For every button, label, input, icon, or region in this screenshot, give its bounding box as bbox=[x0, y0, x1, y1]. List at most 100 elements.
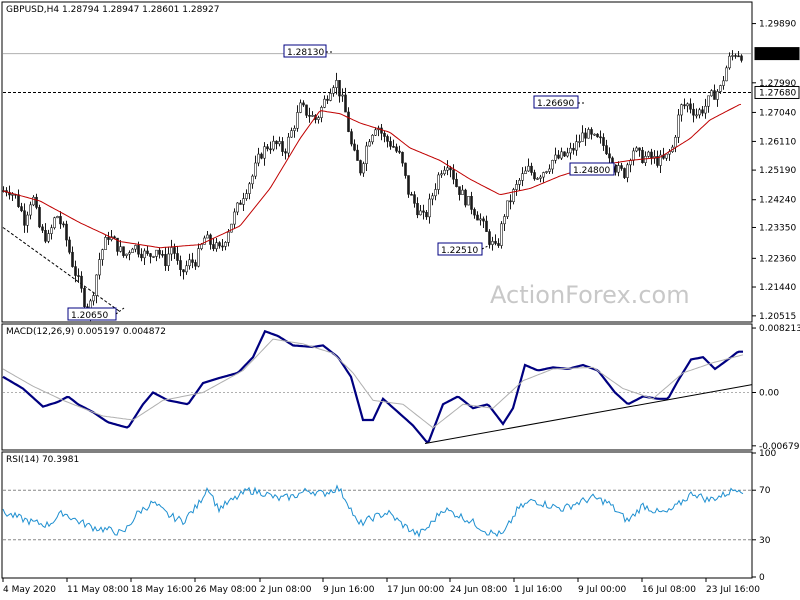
candle-body bbox=[650, 151, 653, 159]
candle-body bbox=[473, 209, 476, 216]
candle-body bbox=[350, 131, 353, 145]
candle-body bbox=[596, 133, 599, 138]
candle-body bbox=[170, 247, 173, 255]
candle-body bbox=[716, 91, 719, 100]
candle-body bbox=[509, 200, 512, 203]
price-y-tick-label: 1.23350 bbox=[759, 223, 796, 233]
macd-series-macd-line bbox=[2, 329, 743, 444]
candle-body bbox=[458, 186, 461, 195]
candle-body bbox=[296, 112, 299, 129]
candle-body bbox=[488, 231, 491, 245]
candle-body bbox=[212, 244, 215, 250]
candle-body bbox=[656, 156, 659, 166]
candle-body bbox=[623, 168, 626, 178]
candle-body bbox=[125, 253, 128, 256]
candle-body bbox=[563, 151, 566, 157]
candle-body bbox=[587, 129, 590, 139]
candle-body bbox=[329, 93, 332, 101]
candle-body bbox=[524, 170, 527, 174]
candle-body bbox=[263, 146, 266, 159]
candle-body bbox=[548, 168, 551, 172]
horizontal-level-label: 1.27680 bbox=[759, 88, 796, 98]
x-tick-label: 4 May 2020 bbox=[3, 585, 56, 595]
candle-body bbox=[266, 146, 269, 150]
candle-body bbox=[698, 109, 701, 116]
candle-body bbox=[602, 137, 605, 146]
candle-body bbox=[734, 55, 737, 57]
candle-body bbox=[182, 269, 185, 273]
support-trendline bbox=[2, 227, 121, 313]
candle-body bbox=[446, 167, 449, 171]
candle-body bbox=[383, 132, 386, 137]
candle-body bbox=[470, 196, 473, 210]
candle-body bbox=[188, 259, 191, 267]
candle-body bbox=[686, 103, 689, 107]
candle-body bbox=[137, 245, 140, 255]
candle-body bbox=[395, 146, 398, 152]
candle-body bbox=[308, 115, 311, 117]
annotation-label: 1.26690 bbox=[537, 99, 574, 109]
candle-body bbox=[413, 194, 416, 204]
candle-body bbox=[278, 141, 281, 145]
x-tick-label: 18 May 16:00 bbox=[131, 585, 193, 595]
candle-body bbox=[428, 198, 431, 218]
candle-body bbox=[218, 242, 221, 247]
candle-body bbox=[455, 178, 458, 187]
price-y-tick-label: 1.21440 bbox=[759, 283, 796, 293]
y-axes: 1.29890 1.27990 1.27040 1.26110 1.25190 1.242… bbox=[752, 20, 800, 583]
candle-body bbox=[341, 94, 344, 97]
candle-body bbox=[608, 153, 611, 159]
x-tick-label: 24 Jun 08:00 bbox=[450, 585, 507, 595]
candle-body bbox=[71, 251, 74, 267]
candle-body bbox=[665, 153, 668, 159]
candle-body bbox=[419, 210, 422, 216]
candle-body bbox=[617, 165, 620, 173]
candle-body bbox=[443, 169, 446, 175]
x-tick-label: 26 May 08:00 bbox=[195, 585, 257, 595]
candle-body bbox=[503, 216, 506, 225]
candle-body bbox=[140, 253, 143, 259]
candle-body bbox=[374, 129, 377, 136]
candle-body bbox=[311, 115, 314, 117]
candle-body bbox=[620, 165, 623, 169]
candle-body bbox=[416, 203, 419, 216]
rsi-panel bbox=[2, 484, 751, 541]
price-y-tick-label: 1.20515 bbox=[759, 312, 796, 322]
candle-body bbox=[569, 147, 572, 154]
annotation-label: 1.22510 bbox=[441, 246, 478, 256]
candle-body bbox=[392, 146, 395, 148]
candle-body bbox=[158, 249, 161, 255]
rsi-panel-title: RSI(14) 70.3981 bbox=[6, 455, 79, 465]
candle-body bbox=[464, 189, 467, 206]
candle-body bbox=[674, 136, 677, 148]
candle-body bbox=[200, 244, 203, 249]
rsi-y-tick-label: 100 bbox=[759, 449, 776, 459]
candle-body bbox=[422, 210, 425, 213]
candle-body bbox=[410, 194, 413, 196]
candle-body bbox=[80, 275, 83, 289]
candle-body bbox=[29, 204, 32, 216]
candle-body bbox=[113, 236, 116, 239]
price-y-tick-label: 1.29890 bbox=[759, 20, 796, 30]
candle-body bbox=[719, 85, 722, 92]
candle-body bbox=[506, 200, 509, 217]
candle-body bbox=[167, 253, 170, 267]
candle-body bbox=[293, 127, 296, 131]
candle-body bbox=[644, 156, 647, 164]
candle-body bbox=[626, 164, 629, 178]
candle-body bbox=[56, 216, 59, 219]
last-price-label: 1.28927 bbox=[759, 50, 796, 60]
candle-body bbox=[629, 160, 632, 166]
candle-body bbox=[326, 98, 329, 101]
candle-body bbox=[59, 216, 62, 225]
x-tick-label: 2 Jun 08:00 bbox=[260, 585, 312, 595]
candle-body bbox=[566, 152, 569, 157]
candle-body bbox=[95, 274, 98, 296]
candle-body bbox=[35, 196, 38, 208]
price-y-tick-label: 1.27990 bbox=[759, 79, 796, 89]
candle-body bbox=[197, 248, 200, 267]
candle-body bbox=[590, 129, 593, 135]
candle-body bbox=[533, 172, 536, 180]
candle-body bbox=[104, 237, 107, 250]
candle-body bbox=[254, 162, 257, 177]
